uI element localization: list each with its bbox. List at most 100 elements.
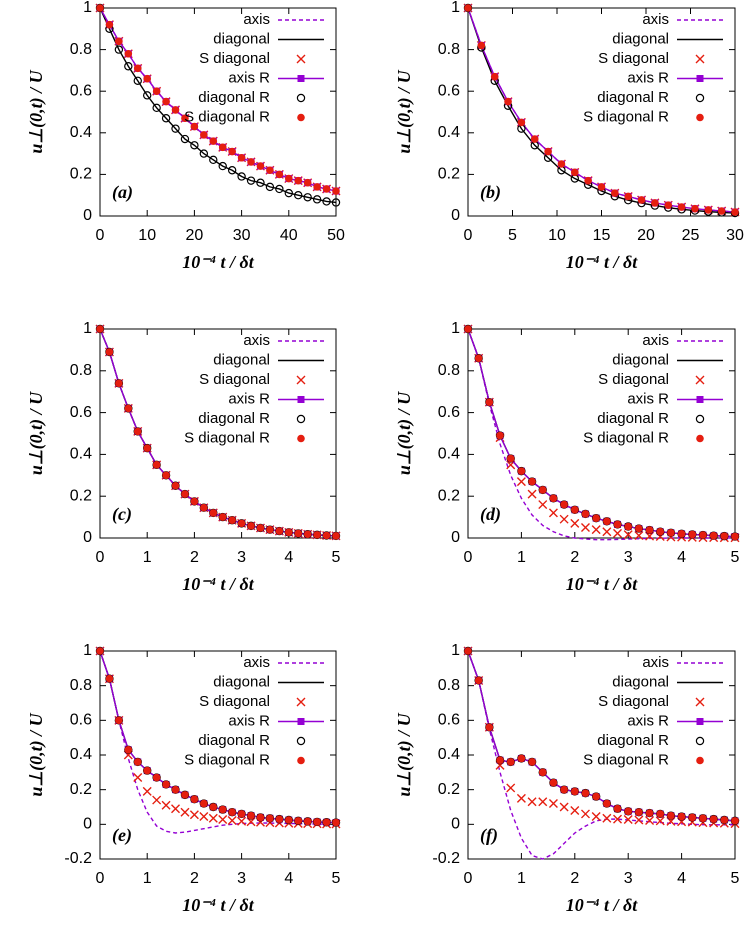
data-point	[699, 531, 707, 539]
data-point	[266, 525, 274, 534]
y-tick-label: 0	[83, 816, 92, 833]
data-point	[591, 525, 601, 535]
data-point	[645, 809, 654, 817]
y-tick-label: -0.2	[64, 850, 92, 867]
data-point	[133, 64, 142, 73]
data-point	[496, 431, 504, 440]
y-tick-label: 0.2	[70, 487, 92, 504]
legend-label: axis R	[627, 712, 669, 729]
data-point	[114, 45, 124, 54]
y-tick-label: 0.2	[438, 781, 460, 798]
data-point	[200, 503, 208, 512]
data-point	[613, 804, 622, 813]
x-tick-label: 5	[332, 870, 341, 887]
data-point	[571, 505, 579, 514]
data-point	[731, 817, 739, 825]
x-axis-label: 10⁻⁴ t / δt	[182, 895, 254, 915]
data-point	[285, 528, 293, 537]
data-point	[549, 494, 558, 503]
x-tick-label: 2	[190, 549, 199, 566]
data-point	[228, 808, 236, 816]
data-point	[152, 87, 161, 95]
data-point	[581, 510, 590, 518]
data-point	[285, 816, 293, 824]
data-point	[332, 818, 340, 827]
legend-swatch	[297, 756, 305, 765]
data-point	[133, 76, 142, 86]
data-point	[731, 532, 739, 541]
x-tick-label: 0	[464, 549, 473, 566]
data-point	[538, 486, 547, 494]
x-tick-label: 5	[731, 870, 740, 887]
legend-label: S diagonal	[199, 371, 270, 388]
data-point	[218, 814, 228, 824]
data-point	[115, 379, 123, 388]
data-point	[664, 201, 673, 209]
data-point	[581, 789, 590, 797]
data-point	[634, 815, 644, 825]
y-tick-label: 1	[451, 642, 460, 659]
data-point	[655, 816, 665, 826]
x-tick-label: 2	[570, 870, 579, 887]
data-point	[189, 810, 199, 820]
data-point	[602, 527, 612, 537]
data-point	[152, 103, 161, 113]
data-point	[677, 812, 686, 821]
data-point	[464, 647, 472, 655]
y-tick-label: 0.4	[70, 446, 92, 463]
data-point	[322, 818, 331, 827]
data-point	[517, 467, 526, 475]
data-point	[624, 807, 632, 816]
legend-swatch	[297, 434, 305, 443]
data-point	[464, 4, 472, 12]
y-axis-label: u⊥(0,t) / U	[394, 391, 415, 475]
data-point	[528, 477, 536, 486]
data-point	[161, 800, 171, 810]
x-tick-label: 20	[637, 227, 655, 244]
y-tick-label: 0.4	[438, 124, 460, 141]
data-point	[312, 195, 322, 204]
data-point	[592, 792, 600, 801]
data-point	[181, 791, 189, 799]
legend-swatch	[297, 113, 305, 122]
data-point	[227, 166, 237, 175]
legend-swatch	[695, 375, 705, 385]
data-point	[190, 795, 199, 803]
series-line	[99, 7, 337, 204]
legend-label: diagonal	[213, 673, 270, 690]
data-point	[313, 818, 321, 826]
data-point	[322, 531, 331, 540]
y-axis-label: u⊥(0,t) / U	[394, 69, 415, 153]
legend-label: diagonal	[612, 673, 669, 690]
data-point	[322, 197, 331, 206]
data-point	[688, 530, 697, 539]
panel-label: (e)	[112, 825, 132, 846]
data-point	[516, 477, 526, 487]
data-point	[332, 187, 340, 195]
data-point	[331, 198, 341, 207]
data-point	[677, 530, 686, 538]
y-tick-label: 0	[83, 207, 92, 224]
panel-label: (d)	[480, 504, 501, 525]
data-point	[322, 185, 331, 193]
data-point	[133, 758, 142, 766]
x-tick-label: 0	[464, 227, 473, 244]
data-point	[275, 170, 284, 179]
data-point	[720, 532, 729, 540]
data-point	[190, 497, 199, 506]
data-point	[265, 182, 275, 192]
data-point	[571, 787, 579, 796]
data-point	[557, 160, 566, 168]
data-point	[560, 785, 568, 794]
series-line	[467, 7, 736, 214]
x-tick-label: 0	[96, 870, 105, 887]
data-point	[162, 471, 170, 480]
x-tick-label: 25	[682, 227, 700, 244]
y-axis-label: u⊥(0,t) / U	[26, 712, 47, 796]
legend-label: S diagonal	[598, 371, 669, 388]
data-point	[246, 176, 256, 185]
data-point	[209, 803, 218, 811]
data-point	[180, 807, 190, 817]
legend-swatch	[296, 697, 306, 707]
